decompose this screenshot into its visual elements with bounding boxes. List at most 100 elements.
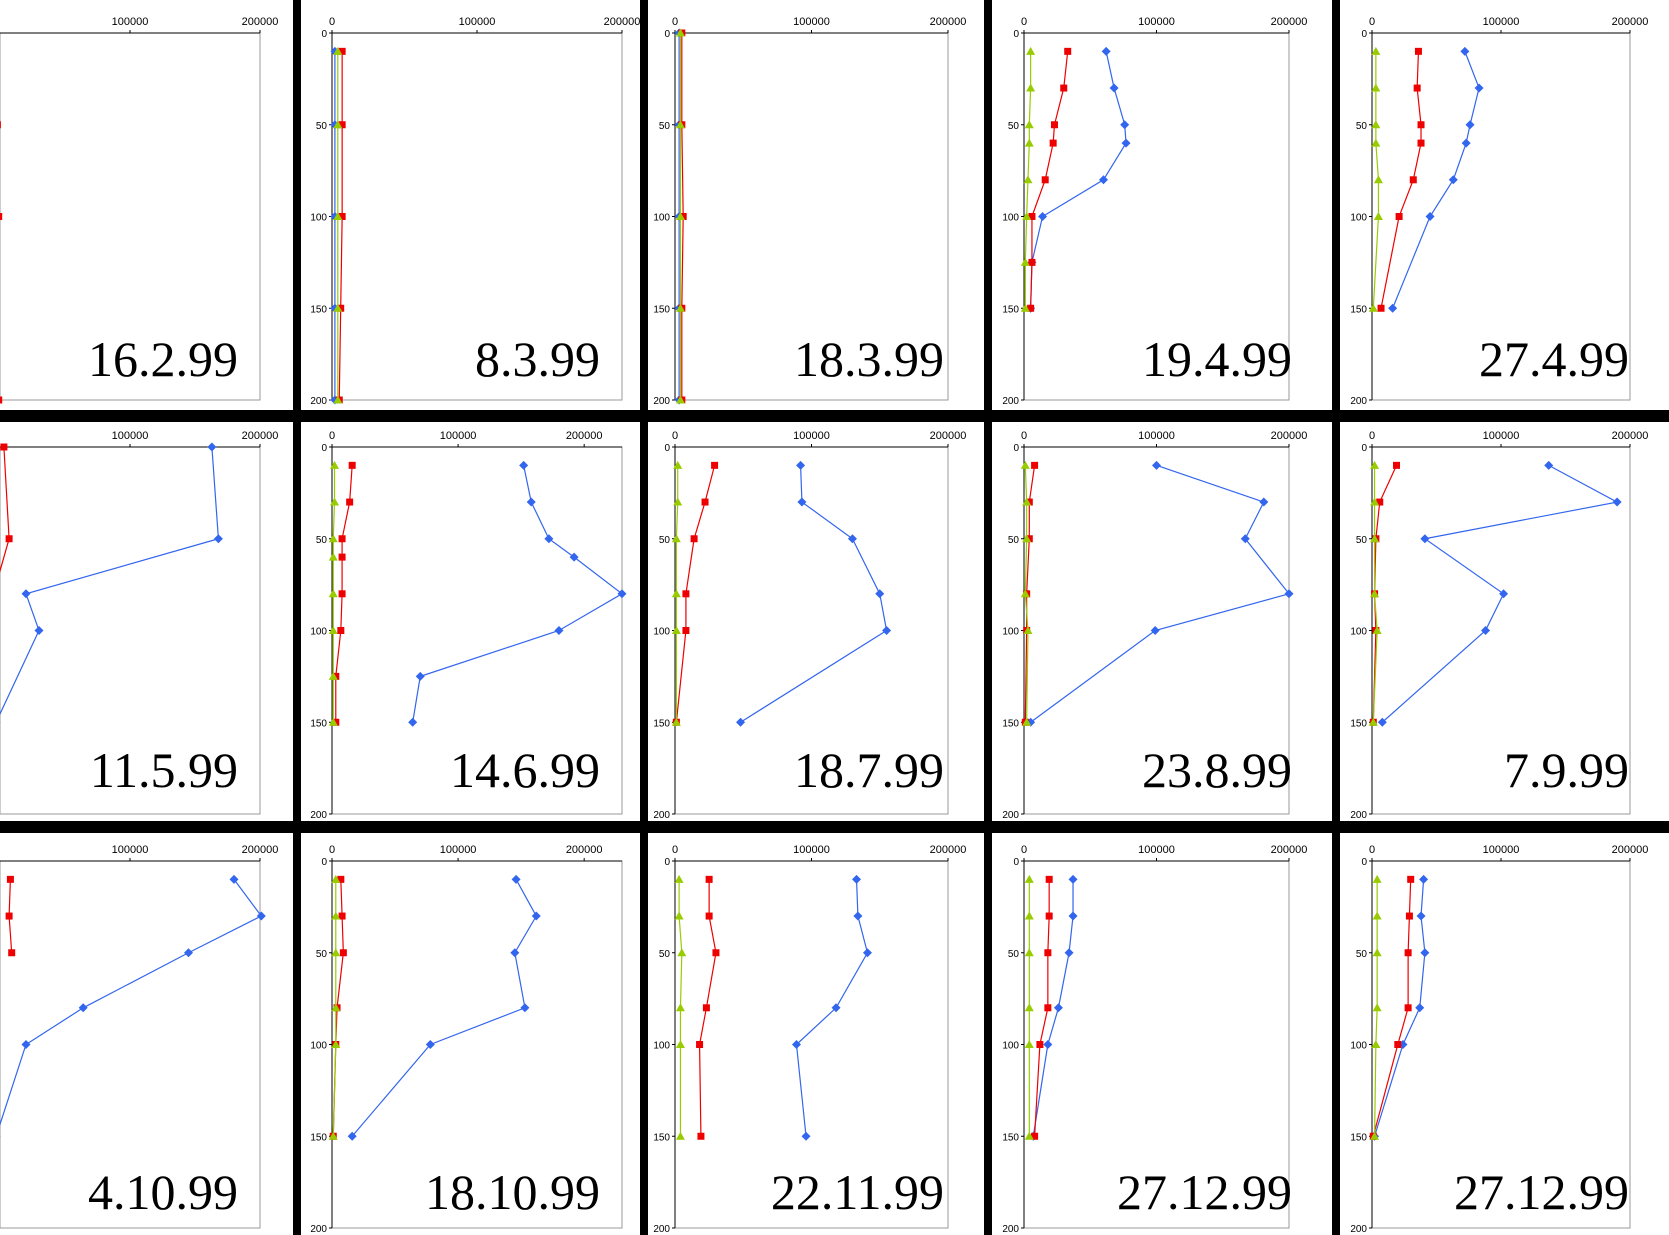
data-point bbox=[675, 303, 685, 312]
data-point bbox=[1022, 534, 1032, 543]
date-label: 11.5.99 bbox=[89, 742, 238, 798]
data-point bbox=[5, 535, 13, 543]
x-tick-label: 200000 bbox=[566, 430, 603, 442]
data-point bbox=[1407, 875, 1415, 883]
data-point bbox=[328, 626, 338, 634]
data-point bbox=[1370, 497, 1380, 506]
chart-panel: 100000 200000 16.2.99 bbox=[0, 0, 293, 410]
data-point bbox=[1409, 176, 1417, 184]
data-point bbox=[331, 948, 341, 957]
series-line-blue bbox=[1030, 51, 1127, 309]
profile-chart: 100000 200000 bbox=[0, 844, 278, 1229]
data-point bbox=[617, 589, 627, 599]
y-tick-label: 0 bbox=[1361, 443, 1367, 454]
data-point bbox=[736, 717, 746, 727]
data-point bbox=[690, 535, 698, 543]
data-point bbox=[1376, 498, 1384, 506]
data-point bbox=[711, 461, 719, 469]
y-tick-label: 150 bbox=[310, 1132, 327, 1143]
data-point bbox=[671, 626, 681, 634]
data-point bbox=[1544, 460, 1554, 470]
data-point bbox=[853, 911, 863, 921]
y-tick-label: 100 bbox=[310, 627, 327, 638]
profile-chart: 0 100000 200000 0 50 100 150 200 bbox=[1350, 844, 1648, 1235]
y-tick-label: 0 bbox=[321, 443, 327, 454]
data-point bbox=[705, 912, 713, 920]
data-point bbox=[1415, 1003, 1425, 1013]
data-point bbox=[796, 460, 806, 470]
data-point bbox=[1259, 497, 1269, 507]
data-point bbox=[346, 498, 354, 506]
data-point bbox=[791, 1040, 801, 1049]
data-point bbox=[1024, 1040, 1034, 1048]
data-point bbox=[1022, 212, 1032, 220]
x-tick-label: 0 bbox=[672, 430, 678, 442]
y-tick-label: 100 bbox=[310, 213, 327, 224]
data-point bbox=[1481, 626, 1491, 635]
series-line-blue bbox=[412, 465, 624, 723]
data-point bbox=[333, 120, 343, 129]
series-line-blue bbox=[740, 465, 888, 723]
data-point bbox=[682, 590, 690, 598]
y-tick-label: 150 bbox=[1002, 1132, 1019, 1143]
data-point bbox=[337, 304, 345, 312]
y-tick-label: 0 bbox=[1013, 857, 1019, 868]
y-tick-label: 200 bbox=[1002, 810, 1019, 821]
data-point bbox=[1022, 497, 1032, 506]
x-tick-label: 100000 bbox=[1138, 844, 1175, 856]
data-point bbox=[1152, 460, 1161, 470]
series-line-red bbox=[1030, 51, 1069, 309]
x-tick-label: 200000 bbox=[1271, 16, 1308, 28]
data-point bbox=[1026, 46, 1036, 55]
data-point bbox=[1460, 46, 1470, 56]
series-line-blue bbox=[1030, 464, 1291, 723]
data-point bbox=[1024, 138, 1034, 147]
date-label: 14.6.99 bbox=[450, 742, 600, 798]
data-point bbox=[338, 912, 346, 920]
y-tick-label: 200 bbox=[653, 1224, 670, 1235]
chart-panel: 0 100000 200000 0 50 100 150 200 7.9.99 bbox=[1340, 422, 1669, 821]
y-tick-label: 100 bbox=[1002, 213, 1019, 224]
data-point bbox=[1448, 175, 1458, 185]
data-point bbox=[526, 497, 536, 507]
data-point bbox=[1474, 83, 1484, 93]
data-point bbox=[675, 28, 685, 37]
x-tick-label: 0 bbox=[1021, 16, 1027, 28]
y-tick-label: 50 bbox=[316, 949, 328, 960]
data-point bbox=[677, 948, 687, 957]
y-tick-label: 50 bbox=[659, 535, 671, 546]
y-tick-label: 200 bbox=[1002, 396, 1019, 407]
chart-panel: 0 100000 200000 0 50 100 150 200 18.7.99 bbox=[648, 422, 984, 821]
data-point bbox=[8, 949, 16, 957]
data-point bbox=[1404, 1004, 1412, 1012]
chart-panel: 0 100000 200000 0 50 100 150 200 18.10.99 bbox=[301, 833, 640, 1235]
y-tick-label: 150 bbox=[653, 1132, 670, 1143]
data-point bbox=[213, 534, 223, 544]
profile-chart: 0 100000 200000 0 50 100 150 200 bbox=[310, 844, 623, 1235]
x-tick-label: 200000 bbox=[242, 430, 279, 442]
data-point bbox=[675, 1003, 685, 1012]
data-point bbox=[1368, 717, 1378, 726]
data-point bbox=[1373, 175, 1383, 184]
data-point bbox=[671, 717, 681, 726]
data-point bbox=[1373, 212, 1383, 220]
chart-panel: 0 100000 200000 0 50 100 150 200 27.12.99 bbox=[992, 833, 1332, 1235]
data-point bbox=[847, 534, 857, 544]
data-point bbox=[1120, 120, 1130, 130]
series-line-blue bbox=[0, 878, 263, 1127]
profile-chart: 0 100000 200000 0 50 100 150 200 bbox=[1350, 16, 1648, 407]
data-point bbox=[1027, 304, 1035, 312]
data-point bbox=[1398, 1040, 1408, 1049]
data-point bbox=[1043, 1040, 1053, 1049]
data-point bbox=[1024, 1003, 1034, 1012]
chart-panel: 0 100000 200000 0 50 100 150 200 18.3.99 bbox=[648, 0, 984, 410]
y-tick-label: 200 bbox=[653, 810, 670, 821]
data-point bbox=[702, 1004, 710, 1012]
data-point bbox=[673, 497, 683, 506]
series-line-red bbox=[675, 465, 716, 723]
date-label: 7.9.99 bbox=[1504, 742, 1629, 798]
y-tick-label: 100 bbox=[1002, 1041, 1019, 1052]
data-point bbox=[674, 911, 684, 920]
y-tick-label: 200 bbox=[1350, 1224, 1367, 1235]
data-point bbox=[705, 875, 713, 883]
